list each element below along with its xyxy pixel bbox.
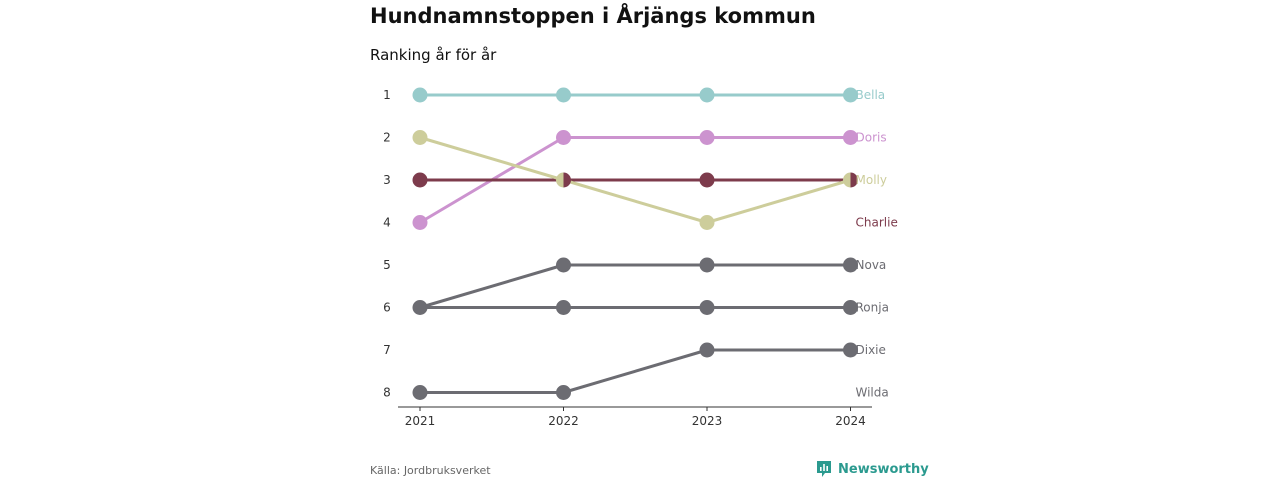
y-tick-label: 7 xyxy=(383,343,391,357)
y-tick-label: 6 xyxy=(383,301,391,315)
data-point xyxy=(843,87,858,103)
data-point xyxy=(699,257,715,273)
data-point xyxy=(699,342,715,358)
y-tick-label: 8 xyxy=(383,386,391,400)
data-point xyxy=(556,300,571,315)
series-label-dixie: Dixie xyxy=(856,343,886,357)
series-label-bella: Bella xyxy=(856,88,886,102)
series-line-molly xyxy=(418,136,852,224)
data-point xyxy=(699,130,715,145)
data-point-half xyxy=(850,172,859,188)
data-point xyxy=(412,87,428,103)
x-tick-label: 2023 xyxy=(692,414,723,428)
series-label-doris: Doris xyxy=(856,131,887,145)
data-point xyxy=(843,257,858,273)
data-point-half xyxy=(843,172,851,188)
chart-title: Hundnamnstoppen i Årjängs kommun xyxy=(370,4,816,28)
data-point xyxy=(412,172,428,188)
data-point xyxy=(412,300,428,315)
data-point xyxy=(699,300,715,315)
data-point xyxy=(843,342,858,358)
y-tick-label: 2 xyxy=(383,131,391,145)
series-label-molly: Molly xyxy=(856,173,887,187)
data-point xyxy=(699,87,715,103)
data-point xyxy=(556,130,571,145)
data-point xyxy=(843,130,858,145)
data-point xyxy=(412,215,428,230)
data-point xyxy=(556,385,571,400)
newsworthy-logo-icon xyxy=(817,461,831,477)
series-label-charlie: Charlie xyxy=(856,216,898,230)
x-tick-label: 2021 xyxy=(405,414,436,428)
chart-subtitle: Ranking år för år xyxy=(370,46,497,64)
data-point xyxy=(843,300,858,315)
data-point-half xyxy=(556,172,564,188)
brand-logo[interactable]: Newsworthy xyxy=(816,460,929,478)
data-point-half xyxy=(563,172,572,188)
series-label-wilda: Wilda xyxy=(856,386,889,400)
x-tick-label: 2022 xyxy=(548,414,579,428)
y-tick-label: 1 xyxy=(383,88,391,102)
data-point xyxy=(412,130,428,145)
data-point xyxy=(412,385,428,400)
data-point xyxy=(556,87,571,103)
x-tick-label: 2024 xyxy=(835,414,866,428)
y-tick-label: 3 xyxy=(383,173,391,187)
series-line-dixie xyxy=(418,348,852,394)
source-note: Källa: Jordbruksverket xyxy=(370,464,491,477)
y-tick-label: 5 xyxy=(383,258,391,272)
data-point xyxy=(556,257,571,273)
series-line-nova xyxy=(418,263,852,309)
y-tick-label: 4 xyxy=(383,216,391,230)
data-point xyxy=(699,215,715,230)
series-label-nova: Nova xyxy=(856,258,887,272)
data-point xyxy=(699,172,715,188)
series-label-ronja: Ronja xyxy=(856,301,889,315)
brand-name: Newsworthy xyxy=(838,461,929,477)
